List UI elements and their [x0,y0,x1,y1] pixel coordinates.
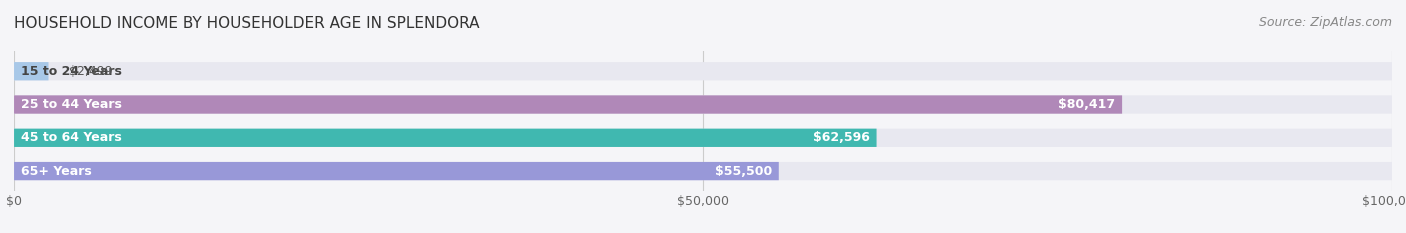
FancyBboxPatch shape [14,129,1392,147]
Text: $2,499: $2,499 [69,65,112,78]
Text: Source: ZipAtlas.com: Source: ZipAtlas.com [1258,16,1392,29]
Text: 25 to 44 Years: 25 to 44 Years [21,98,122,111]
Text: 15 to 24 Years: 15 to 24 Years [21,65,122,78]
FancyBboxPatch shape [14,162,779,180]
Text: 65+ Years: 65+ Years [21,164,91,178]
Text: HOUSEHOLD INCOME BY HOUSEHOLDER AGE IN SPLENDORA: HOUSEHOLD INCOME BY HOUSEHOLDER AGE IN S… [14,16,479,31]
Text: 45 to 64 Years: 45 to 64 Years [21,131,122,144]
FancyBboxPatch shape [14,62,48,80]
Text: $62,596: $62,596 [813,131,870,144]
FancyBboxPatch shape [14,62,1392,80]
FancyBboxPatch shape [14,129,876,147]
Text: $55,500: $55,500 [714,164,772,178]
FancyBboxPatch shape [14,95,1392,114]
Text: $80,417: $80,417 [1059,98,1115,111]
FancyBboxPatch shape [14,95,1122,114]
FancyBboxPatch shape [14,162,1392,180]
